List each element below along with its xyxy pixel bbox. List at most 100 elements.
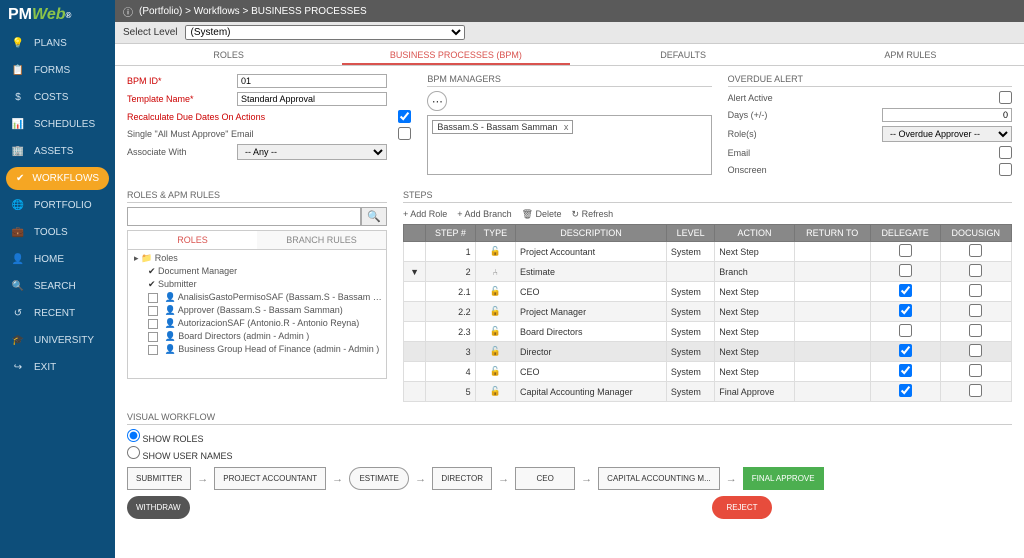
- steps-header[interactable]: RETURN TO: [794, 225, 870, 242]
- sidebar-item-schedules[interactable]: 📊SCHEDULES: [0, 111, 115, 138]
- table-row[interactable]: 5 🔓 Capital Accounting Manager System Fi…: [404, 382, 1012, 402]
- bpm-id-input[interactable]: [237, 74, 387, 88]
- wf-node[interactable]: CAPITAL ACCOUNTING M...: [598, 467, 720, 490]
- steps-header[interactable]: TYPE: [475, 225, 515, 242]
- cell-docusign[interactable]: [940, 382, 1011, 402]
- wf-node[interactable]: PROJECT ACCOUNTANT: [214, 467, 326, 490]
- tab-business-processes-bpm-[interactable]: BUSINESS PROCESSES (BPM): [342, 44, 569, 65]
- cell-docusign[interactable]: [940, 282, 1011, 302]
- overdue-onscreen-checkbox[interactable]: [999, 163, 1012, 176]
- info-icon[interactable]: ⓘ: [123, 4, 133, 19]
- table-row[interactable]: 1 🔓 Project Accountant System Next Step: [404, 242, 1012, 262]
- sidebar-item-portfolio[interactable]: 🌐PORTFOLIO: [0, 192, 115, 219]
- table-row[interactable]: 3 🔓 Director System Next Step: [404, 342, 1012, 362]
- sidebar-item-workflows[interactable]: ✔WORKFLOWS: [6, 167, 109, 190]
- cell-expand[interactable]: [404, 302, 426, 322]
- steps-toolbar-btn[interactable]: + Add Role: [403, 209, 447, 220]
- tree-item[interactable]: 👤 AnalisisGastoPermisoSAF (Bassam.S - Ba…: [130, 291, 384, 304]
- steps-toolbar-btn[interactable]: 🗑 Delete: [522, 209, 562, 220]
- wf-node[interactable]: CEO: [515, 467, 575, 490]
- recalc-checkbox[interactable]: [398, 110, 411, 123]
- tree-item[interactable]: ✔ Document Manager: [130, 265, 384, 278]
- wf-node[interactable]: ESTIMATE: [349, 467, 409, 490]
- tree-item[interactable]: 👤 AutorizacionSAF (Antonio.R - Antonio R…: [130, 317, 384, 330]
- cell-docusign[interactable]: [940, 322, 1011, 342]
- overdue-email-checkbox[interactable]: [999, 146, 1012, 159]
- cell-delegate[interactable]: [870, 342, 940, 362]
- table-row[interactable]: 2.3 🔓 Board Directors System Next Step: [404, 322, 1012, 342]
- vw-show-roles[interactable]: SHOW ROLES: [127, 429, 1012, 444]
- cell-expand[interactable]: [404, 322, 426, 342]
- wf-reject[interactable]: REJECT: [712, 496, 772, 519]
- template-name-input[interactable]: [237, 92, 387, 106]
- single-all-checkbox[interactable]: [398, 127, 411, 140]
- steps-header[interactable]: ACTION: [715, 225, 794, 242]
- table-row[interactable]: 4 🔓 CEO System Next Step: [404, 362, 1012, 382]
- cell-delegate[interactable]: [870, 382, 940, 402]
- table-row[interactable]: 2.1 🔓 CEO System Next Step: [404, 282, 1012, 302]
- cell-docusign[interactable]: [940, 362, 1011, 382]
- sidebar-item-assets[interactable]: 🏢ASSETS: [0, 138, 115, 165]
- cell-expand[interactable]: [404, 242, 426, 262]
- tree-item[interactable]: ✔ Submitter: [130, 278, 384, 291]
- sidebar-item-exit[interactable]: ↪EXIT: [0, 354, 115, 381]
- tab-roles[interactable]: ROLES: [115, 44, 342, 65]
- cell-expand[interactable]: [404, 342, 426, 362]
- roles-search-input[interactable]: [127, 207, 361, 226]
- cell-docusign[interactable]: [940, 262, 1011, 282]
- steps-header[interactable]: STEP #: [426, 225, 475, 242]
- tree-item[interactable]: ▸ 📁 Roles: [130, 252, 384, 265]
- sidebar-item-costs[interactable]: $COSTS: [0, 84, 115, 111]
- sidebar-item-university[interactable]: 🎓UNIVERSITY: [0, 327, 115, 354]
- sidebar-item-home[interactable]: 👤HOME: [0, 246, 115, 273]
- steps-header[interactable]: LEVEL: [666, 225, 714, 242]
- sidebar-item-search[interactable]: 🔍SEARCH: [0, 273, 115, 300]
- steps-toolbar-btn[interactable]: ↻ Refresh: [572, 209, 614, 220]
- roles-search-button[interactable]: 🔍: [361, 207, 387, 226]
- cell-docusign[interactable]: [940, 242, 1011, 262]
- overdue-roles-select[interactable]: -- Overdue Approver --: [882, 126, 1012, 142]
- select-level-dropdown[interactable]: (System): [185, 25, 465, 40]
- table-row[interactable]: 2.2 🔓 Project Manager System Next Step: [404, 302, 1012, 322]
- sidebar-item-forms[interactable]: 📋FORMS: [0, 57, 115, 84]
- tab-apm-rules[interactable]: APM RULES: [797, 44, 1024, 65]
- steps-header[interactable]: DOCUSIGN: [940, 225, 1011, 242]
- cell-expand[interactable]: [404, 382, 426, 402]
- wf-node[interactable]: DIRECTOR: [432, 467, 492, 490]
- steps-header[interactable]: DELEGATE: [870, 225, 940, 242]
- days-input[interactable]: [882, 108, 1012, 122]
- tab-defaults[interactable]: DEFAULTS: [570, 44, 797, 65]
- tree-item[interactable]: 👤 Business Group Head of Finance (admin …: [130, 343, 384, 356]
- cell-delegate[interactable]: [870, 302, 940, 322]
- tree-item[interactable]: 👤 Approver (Bassam.S - Bassam Samman): [130, 304, 384, 317]
- cell-delegate[interactable]: [870, 322, 940, 342]
- sidebar-item-plans[interactable]: 💡PLANS: [0, 30, 115, 57]
- alert-active-checkbox[interactable]: [999, 91, 1012, 104]
- subtab-branch-rules[interactable]: BRANCH RULES: [257, 231, 386, 249]
- cell-docusign[interactable]: [940, 302, 1011, 322]
- sidebar-item-tools[interactable]: 💼TOOLS: [0, 219, 115, 246]
- associate-select[interactable]: -- Any --: [237, 144, 387, 160]
- sidebar-item-recent[interactable]: ↺RECENT: [0, 300, 115, 327]
- table-row[interactable]: ▼ 2 ⑃ Estimate Branch: [404, 262, 1012, 282]
- subtab-roles[interactable]: ROLES: [128, 231, 257, 249]
- tree-item[interactable]: 👤 Board Directors (admin - Admin ): [130, 330, 384, 343]
- manager-chip-remove[interactable]: x: [564, 122, 569, 132]
- steps-header[interactable]: [404, 225, 426, 242]
- cell-expand[interactable]: [404, 362, 426, 382]
- cell-delegate[interactable]: [870, 282, 940, 302]
- cell-delegate[interactable]: [870, 262, 940, 282]
- cell-delegate[interactable]: [870, 362, 940, 382]
- cell-delegate[interactable]: [870, 242, 940, 262]
- wf-withdraw[interactable]: WITHDRAW: [127, 496, 190, 519]
- steps-header[interactable]: DESCRIPTION: [516, 225, 667, 242]
- cell-expand[interactable]: [404, 282, 426, 302]
- wf-node[interactable]: SUBMITTER: [127, 467, 191, 490]
- vw-show-users[interactable]: SHOW USER NAMES: [127, 446, 1012, 461]
- wf-node[interactable]: FINAL APPROVE: [743, 467, 824, 490]
- steps-toolbar-btn[interactable]: + Add Branch: [457, 209, 511, 220]
- managers-picker-button[interactable]: ⋯: [427, 91, 447, 111]
- cell-docusign[interactable]: [940, 342, 1011, 362]
- roles-tree[interactable]: ▸ 📁 Roles✔ Document Manager✔ Submitter 👤…: [127, 249, 387, 379]
- cell-expand[interactable]: ▼: [404, 262, 426, 282]
